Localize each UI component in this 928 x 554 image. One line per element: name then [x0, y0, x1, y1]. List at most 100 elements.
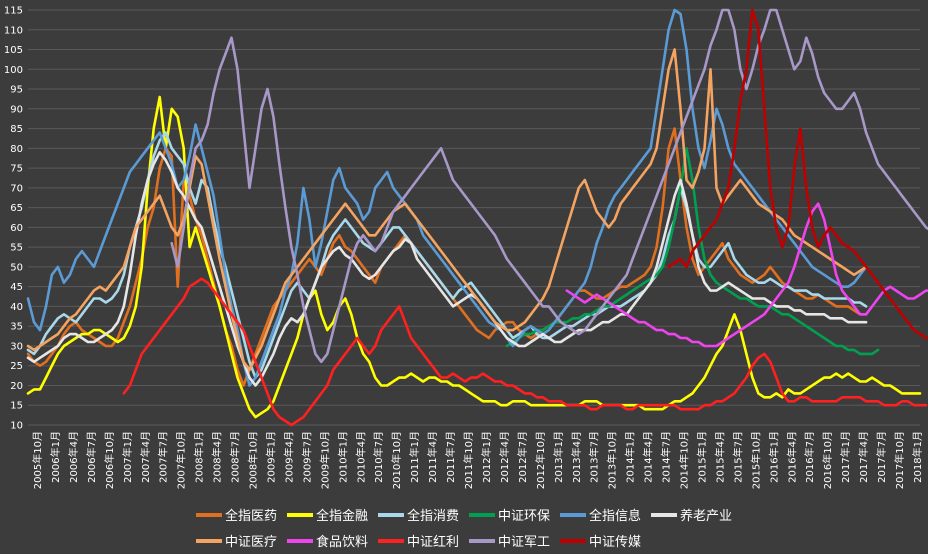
x-tick-label: 2013年1月: [552, 431, 565, 483]
x-axis: 2005年10月 2006年1月 2006年4月 2006年7月 2006年10月 200…: [31, 431, 924, 489]
series-line-2: [26, 131, 868, 379]
series-line-4: [26, 8, 868, 387]
y-tick-label: 10: [10, 421, 23, 432]
y-tick-label: 90: [10, 104, 23, 115]
x-tick-label: 2010年4月: [354, 431, 367, 483]
y-tick-label: 85: [10, 124, 23, 135]
x-tick-label: 2013年10月: [606, 431, 619, 489]
x-tick-label: 2017年1月: [839, 431, 852, 483]
legend-label: 食品饮料: [316, 534, 368, 550]
y-tick-label: 15: [10, 401, 23, 412]
y-tick-label: 40: [10, 302, 23, 313]
series-line-3: [505, 147, 880, 356]
x-tick-label: 2012年7月: [516, 431, 529, 483]
y-tick-label: 80: [10, 144, 23, 155]
x-tick-label: 2015年4月: [713, 431, 726, 483]
x-tick-label: 2016年7月: [803, 431, 816, 483]
x-tick-label: 2016年1月: [767, 431, 780, 483]
x-tick-label: 2010年1月: [336, 431, 349, 483]
x-tick-label: 2013年4月: [570, 431, 583, 483]
x-tick-label: 2014年10月: [678, 431, 691, 489]
x-tick-label: 2012年4月: [498, 431, 511, 483]
gridlines: [28, 9, 920, 426]
y-tick-label: 110: [4, 25, 23, 36]
series-line-1: [26, 95, 922, 419]
x-tick-label: 2006年7月: [85, 431, 98, 483]
x-tick-label: 2015年7月: [731, 431, 744, 483]
legend-label: 中证环保: [498, 509, 550, 524]
x-tick-label: 2017年10月: [893, 431, 906, 489]
x-tick-label: 2015年1月: [695, 431, 708, 483]
x-tick-label: 2016年10月: [821, 431, 834, 489]
x-tick-label: 2015年10月: [749, 431, 762, 489]
x-tick-label: 2005年10月: [31, 431, 44, 489]
y-tick-label: 20: [10, 381, 23, 392]
x-tick-label: 2009年7月: [300, 431, 313, 483]
x-tick-label: 2011年1月: [408, 431, 421, 483]
legend-label: 全指信息: [589, 508, 641, 524]
x-tick-label: 2011年4月: [426, 431, 439, 483]
x-tick-label: 2008年4月: [211, 431, 224, 483]
x-tick-label: 2006年10月: [103, 431, 116, 489]
x-tick-label: 2014年4月: [642, 431, 655, 483]
x-tick-label: 2016年4月: [785, 431, 798, 483]
y-tick-label: 75: [10, 164, 23, 175]
legend-label: 中证医疗: [225, 535, 277, 550]
x-tick-label: 2013年7月: [588, 431, 601, 483]
series-line-7: [565, 202, 928, 348]
series-line-6: [26, 48, 868, 372]
y-tick-label: 50: [10, 262, 23, 273]
x-tick-label: 2009年1月: [264, 431, 277, 483]
x-tick-label: 2017年4月: [857, 431, 870, 483]
legend-label: 中证军工: [498, 535, 550, 550]
y-axis: 10 15 20 25 30 35 40 45 50 55 60 65 70 75 80 85 90 95 100 1…: [4, 6, 23, 432]
y-tick-label: 100: [4, 65, 23, 76]
x-tick-label: 2009年4月: [282, 431, 295, 483]
x-tick-label: 2006年1月: [49, 431, 62, 483]
legend-label: 中证红利: [407, 534, 459, 550]
x-tick-label: 2014年1月: [624, 431, 637, 483]
series-line-10: [667, 8, 928, 340]
x-tick-label: 2009年10月: [318, 431, 331, 489]
y-tick-label: 65: [10, 203, 23, 214]
y-tick-label: 105: [4, 45, 23, 56]
y-tick-label: 25: [10, 361, 23, 372]
x-tick-label: 2008年10月: [247, 431, 260, 489]
legend-label: 中证传媒: [589, 535, 641, 550]
x-tick-label: 2007年1月: [121, 431, 134, 483]
series-line-9: [170, 8, 928, 364]
y-tick-label: 115: [4, 6, 23, 17]
legend-label: 养老产业: [680, 508, 732, 524]
x-tick-label: 2018年1月: [911, 431, 924, 483]
y-tick-label: 55: [10, 243, 23, 254]
legend-label: 全指金融: [316, 508, 368, 524]
series-line-5: [26, 151, 868, 387]
series-lines: [26, 8, 928, 427]
x-tick-label: 2012年1月: [480, 431, 493, 483]
x-tick-label: 2010年7月: [372, 431, 385, 483]
x-tick-label: 2017年7月: [875, 431, 888, 483]
x-tick-label: 2012年10月: [534, 431, 547, 489]
y-tick-label: 30: [10, 341, 23, 352]
y-tick-label: 45: [10, 282, 23, 293]
x-tick-label: 2007年4月: [139, 431, 152, 483]
x-tick-label: 2011年7月: [444, 431, 457, 483]
x-tick-label: 2008年1月: [193, 431, 206, 483]
x-tick-label: 2006年4月: [67, 431, 80, 483]
x-tick-label: 2014年7月: [660, 431, 673, 483]
x-tick-label: 2007年10月: [175, 431, 188, 489]
x-tick-label: 2007年7月: [157, 431, 170, 483]
y-tick-label: 60: [10, 223, 23, 234]
x-tick-label: 2008年7月: [229, 431, 242, 483]
y-tick-label: 70: [10, 183, 23, 194]
y-tick-label: 95: [10, 85, 23, 96]
y-tick-label: 35: [10, 322, 23, 333]
legend-label: 全指消费: [407, 508, 459, 524]
x-tick-label: 2010年10月: [390, 431, 403, 489]
x-tick-label: 2011年10月: [462, 431, 475, 489]
legend-label: 全指医药: [225, 508, 277, 524]
series-line-8: [122, 277, 928, 427]
